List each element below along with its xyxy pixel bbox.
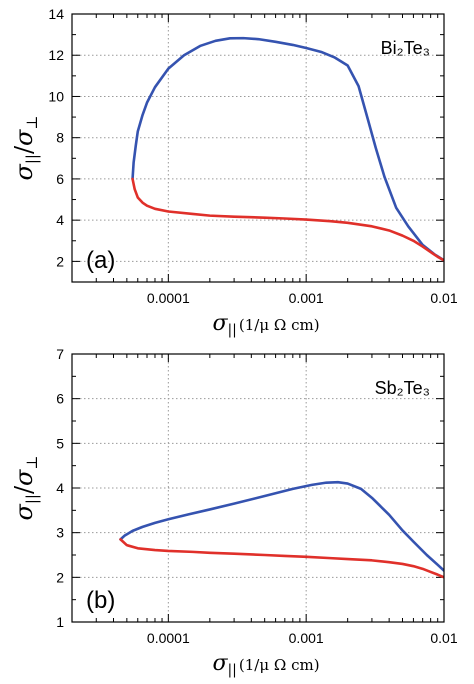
x-tick-label: 0.0001 xyxy=(147,290,190,306)
x-tick-label: 0.01 xyxy=(430,290,457,306)
y-tick-label: 4 xyxy=(56,212,64,228)
y-label-slash: / xyxy=(10,485,38,494)
y-tick-label: 2 xyxy=(56,569,64,585)
x-label-symbol: σ xyxy=(212,651,228,676)
y-tick-label: 2 xyxy=(56,253,64,269)
y-axis-label: σ||/σ⊥ xyxy=(10,455,41,520)
series-line-2 xyxy=(119,538,444,579)
y-label-denominator-subscript: ⊥ xyxy=(23,455,41,469)
y-tick-label: 14 xyxy=(48,6,64,22)
y-tick-label: 6 xyxy=(56,391,64,407)
series-line-2 xyxy=(131,177,444,262)
panel-label: (b) xyxy=(86,587,115,614)
y-tick-label: 10 xyxy=(48,88,64,104)
material-label: Bi₂Te₃ xyxy=(381,38,430,58)
series-line-1 xyxy=(131,36,444,262)
y-tick-label: 12 xyxy=(48,47,64,63)
x-label-symbol: σ xyxy=(212,311,228,336)
y-tick-label: 3 xyxy=(56,525,64,541)
y-label-denominator: σ xyxy=(10,469,38,486)
y-label-denominator-subscript: ⊥ xyxy=(23,115,41,129)
y-label-numerator-subscript: || xyxy=(23,494,41,504)
panel-label: (a) xyxy=(86,247,115,274)
material-label: Sb₂Te₃ xyxy=(375,378,430,398)
y-tick-label: 5 xyxy=(56,435,64,451)
x-label-subscript: || xyxy=(227,322,236,338)
x-label-unit: (1/μ Ω cm) xyxy=(239,656,320,674)
y-label-numerator: σ xyxy=(10,164,38,181)
plot-frame xyxy=(71,353,445,623)
y-axis-label: σ||/σ⊥ xyxy=(10,115,41,180)
x-axis-label: σ|| (1/μ Ω cm) xyxy=(212,651,319,678)
x-label-unit: (1/μ Ω cm) xyxy=(239,316,320,334)
y-label-numerator: σ xyxy=(10,504,38,521)
x-label-subscript: || xyxy=(227,662,236,678)
series-line-1 xyxy=(119,480,444,572)
y-tick-label: 7 xyxy=(56,346,64,362)
x-tick-label: 0.01 xyxy=(430,630,457,646)
y-label-denominator: σ xyxy=(10,129,38,146)
plot-frame xyxy=(71,13,445,283)
x-tick-label: 0.001 xyxy=(289,630,324,646)
y-tick-label: 8 xyxy=(56,130,64,146)
y-tick-label: 6 xyxy=(56,171,64,187)
x-axis-label: σ|| (1/μ Ω cm) xyxy=(212,311,319,338)
y-label-numerator-subscript: || xyxy=(23,154,41,164)
x-tick-label: 0.001 xyxy=(289,290,324,306)
x-tick-label: 0.0001 xyxy=(147,630,190,646)
y-label-slash: / xyxy=(10,145,38,154)
y-tick-label: 4 xyxy=(56,480,64,496)
y-tick-label: 1 xyxy=(56,614,64,630)
